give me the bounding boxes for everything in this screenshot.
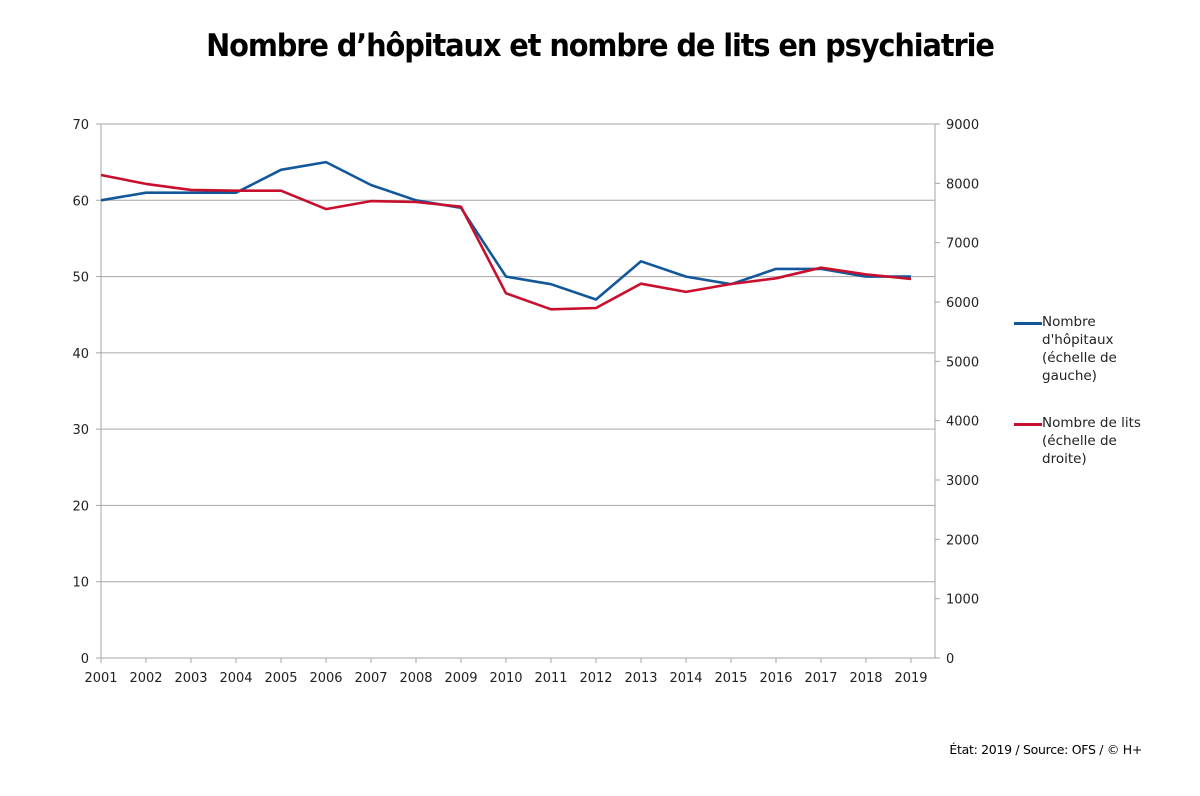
x-axis-tick-label: 2018	[849, 671, 882, 686]
legend-label-hospitals: Nombre d'hôpitaux (échelle de gauche)	[1042, 314, 1117, 384]
right-axis-tick-label: 9000	[946, 118, 979, 133]
right-axis-tick-label: 2000	[946, 533, 979, 548]
x-axis-tick-label: 2006	[309, 671, 342, 686]
x-axis-tick-label: 2019	[894, 671, 927, 686]
left-axis-tick-label: 50	[72, 271, 89, 286]
x-axis-tick-label: 2017	[804, 671, 837, 686]
left-axis-tick-label: 60	[72, 194, 89, 209]
right-axis-tick-label: 7000	[946, 237, 979, 252]
chart-title: Nombre d’hôpitaux et nombre de lits en p…	[206, 28, 995, 64]
x-axis-tick-label: 2002	[129, 671, 162, 686]
x-axis-tick-label: 2003	[174, 671, 207, 686]
series-lines	[100, 160, 912, 311]
left-axis-tick-label: 10	[72, 576, 89, 591]
x-axis-tick-label: 2010	[489, 671, 522, 686]
right-axis-tick-label: 8000	[946, 177, 979, 192]
right-axis-tick-label: 0	[946, 652, 954, 667]
right-axis-tick-label: 3000	[946, 474, 979, 489]
x-axis-tick-label: 2014	[669, 671, 702, 686]
left-axis-tick-label: 40	[72, 347, 89, 362]
x-axis-tick-label: 2012	[579, 671, 612, 686]
gridlines	[101, 123, 935, 583]
x-axis-tick-label: 2007	[354, 671, 387, 686]
x-axis-tick-label: 2013	[624, 671, 657, 686]
x-axis-tick-label: 2008	[399, 671, 432, 686]
left-axis-tick-label: 30	[72, 423, 89, 438]
x-axis-tick-label: 2004	[219, 671, 252, 686]
right-axis-tick-labels: 0 1000 2000 3000 4000 5000 6000 7000 8000 9000	[946, 118, 979, 667]
legend: Nombre d'hôpitaux (échelle de gauche) No…	[1012, 313, 1162, 497]
left-axis-tick-labels: 0 10 20 30 40 50 60 70	[72, 118, 89, 667]
x-axis-tick-label: 2005	[264, 671, 297, 686]
legend-swatch-beds	[1014, 423, 1042, 426]
source-footer: État: 2019 / Source: OFS / © H+	[949, 742, 1142, 757]
left-axis-tick-label: 0	[81, 652, 89, 667]
legend-swatch-hospitals	[1014, 322, 1042, 325]
axes	[96, 123, 940, 663]
right-axis-tick-label: 6000	[946, 296, 979, 311]
series-line-hospitals	[100, 160, 911, 301]
x-axis-tick-label: 2015	[714, 671, 747, 686]
right-axis-tick-label: 1000	[946, 593, 979, 608]
legend-item-beds: Nombre de lits (échelle de droite)	[1012, 414, 1162, 468]
x-axis-tick-labels: 2001 2002 2003 2004 2005 2006 2007 2008 2009 2010…	[84, 671, 927, 686]
right-axis-tick-label: 5000	[946, 355, 979, 370]
right-axis-tick-label: 4000	[946, 415, 979, 430]
legend-item-hospitals: Nombre d'hôpitaux (échelle de gauche)	[1012, 313, 1162, 385]
left-axis-tick-label: 70	[72, 118, 89, 133]
series-line-beds	[100, 173, 912, 311]
legend-label-beds: Nombre de lits (échelle de droite)	[1042, 415, 1141, 467]
x-axis-tick-label: 2001	[84, 671, 117, 686]
left-axis-tick-label: 20	[72, 499, 89, 514]
x-axis-tick-label: 2011	[534, 671, 567, 686]
x-axis-tick-label: 2016	[759, 671, 792, 686]
x-axis-tick-label: 2009	[444, 671, 477, 686]
